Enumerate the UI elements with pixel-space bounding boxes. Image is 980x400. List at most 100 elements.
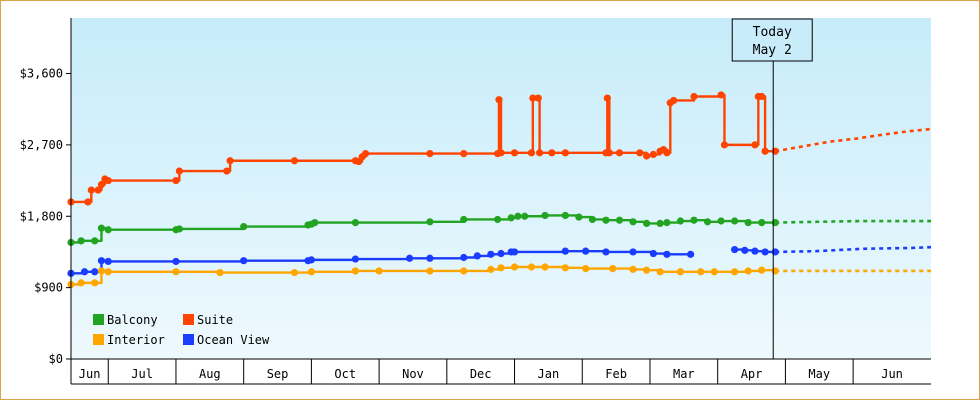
data-point-suite xyxy=(751,141,759,149)
x-tick-label: Apr xyxy=(741,367,763,381)
data-point-balcony xyxy=(561,211,569,220)
data-point-balcony xyxy=(642,219,651,227)
data-point-interior xyxy=(656,268,664,276)
data-point-balcony xyxy=(703,218,712,226)
data-point-ocean-view xyxy=(426,254,434,262)
data-point-suite xyxy=(535,149,544,157)
data-point-interior xyxy=(172,268,180,276)
data-point-balcony xyxy=(507,214,515,222)
data-point-ocean-view xyxy=(473,252,481,260)
data-point-interior xyxy=(676,268,685,276)
data-point-suite xyxy=(758,92,766,101)
data-point-suite xyxy=(104,176,112,185)
plot-background xyxy=(71,18,931,359)
data-point-suite xyxy=(670,96,678,105)
data-point-interior xyxy=(731,268,739,276)
data-point-suite xyxy=(460,150,468,158)
data-point-balcony xyxy=(575,213,583,221)
data-point-balcony xyxy=(91,237,99,245)
x-tick-label: May xyxy=(808,367,830,381)
legend-swatch-suite xyxy=(183,314,194,325)
data-point-interior xyxy=(426,267,434,275)
x-tick-label: Jul xyxy=(131,367,153,381)
data-point-ocean-view xyxy=(687,250,695,258)
data-point-interior xyxy=(460,267,468,275)
data-point-balcony xyxy=(615,216,624,224)
data-point-balcony xyxy=(690,216,698,224)
data-point-suite xyxy=(529,94,537,102)
data-point-suite xyxy=(720,141,729,149)
x-tick-label: Aug xyxy=(199,367,221,381)
data-point-interior xyxy=(527,263,536,271)
data-point-interior xyxy=(629,265,637,273)
data-point-ocean-view xyxy=(104,257,112,266)
x-tick-label: Jun xyxy=(881,367,903,381)
data-point-ocean-view xyxy=(80,268,89,276)
x-tick-label: Feb xyxy=(605,367,627,381)
data-point-balcony xyxy=(731,217,739,225)
data-point-interior xyxy=(642,266,651,274)
data-point-interior xyxy=(541,263,549,271)
data-point-ocean-view xyxy=(582,247,590,255)
data-point-balcony xyxy=(514,212,522,220)
legend-swatch-ocean-view xyxy=(183,334,194,345)
x-tick-label: Oct xyxy=(334,367,356,381)
x-tick-label: Mar xyxy=(673,367,695,381)
projection-line-ocean-view xyxy=(775,245,932,254)
data-point-suite xyxy=(761,147,769,155)
data-point-balcony xyxy=(602,216,610,224)
data-point-suite xyxy=(87,186,95,194)
data-point-suite xyxy=(497,149,505,157)
data-point-interior xyxy=(91,279,99,287)
data-point-suite xyxy=(97,180,106,189)
data-point-balcony xyxy=(588,215,597,224)
data-point-balcony xyxy=(541,211,549,220)
x-tick-label: Jun xyxy=(79,367,101,381)
data-point-suite xyxy=(615,149,624,157)
data-point-suite xyxy=(290,157,299,165)
data-point-balcony xyxy=(717,217,725,225)
x-tick-label: Sep xyxy=(267,367,289,381)
data-point-balcony xyxy=(656,219,664,227)
y-tick-label: $900 xyxy=(34,281,63,295)
data-point-balcony xyxy=(77,237,85,245)
data-point-balcony xyxy=(629,218,637,226)
data-point-interior xyxy=(744,267,752,275)
data-point-ocean-view xyxy=(649,249,657,258)
data-point-interior xyxy=(216,268,224,277)
data-point-ocean-view xyxy=(741,246,749,254)
data-point-interior xyxy=(561,264,569,272)
data-point-ocean-view xyxy=(751,247,759,255)
data-point-interior xyxy=(97,267,106,275)
data-point-suite xyxy=(636,149,644,157)
data-point-balcony xyxy=(97,224,106,232)
data-point-suite xyxy=(510,149,519,157)
data-point-interior xyxy=(497,264,505,272)
data-point-balcony xyxy=(175,225,183,233)
data-point-suite xyxy=(649,150,657,158)
data-point-suite xyxy=(527,149,536,157)
legend-label-balcony: Balcony xyxy=(107,313,158,327)
data-point-suite xyxy=(495,96,503,104)
data-point-suite xyxy=(172,176,180,185)
data-point-suite xyxy=(605,149,613,157)
data-point-balcony xyxy=(521,212,529,220)
data-point-ocean-view xyxy=(460,253,468,262)
data-point-ocean-view xyxy=(307,256,315,264)
data-point-ocean-view xyxy=(761,248,769,256)
projection-line-balcony xyxy=(775,219,931,224)
data-point-suite xyxy=(175,167,183,175)
legend-swatch-balcony xyxy=(93,314,104,325)
data-point-balcony xyxy=(494,215,502,224)
data-point-suite xyxy=(690,92,698,101)
data-point-ocean-view xyxy=(97,257,106,265)
data-point-balcony xyxy=(426,218,434,226)
data-point-interior xyxy=(758,266,766,274)
data-point-ocean-view xyxy=(487,250,495,258)
data-point-interior xyxy=(487,265,495,273)
y-tick-label: $0 xyxy=(49,352,63,366)
data-point-ocean-view xyxy=(240,257,248,265)
data-point-suite xyxy=(534,94,542,102)
series-interior xyxy=(67,263,931,289)
